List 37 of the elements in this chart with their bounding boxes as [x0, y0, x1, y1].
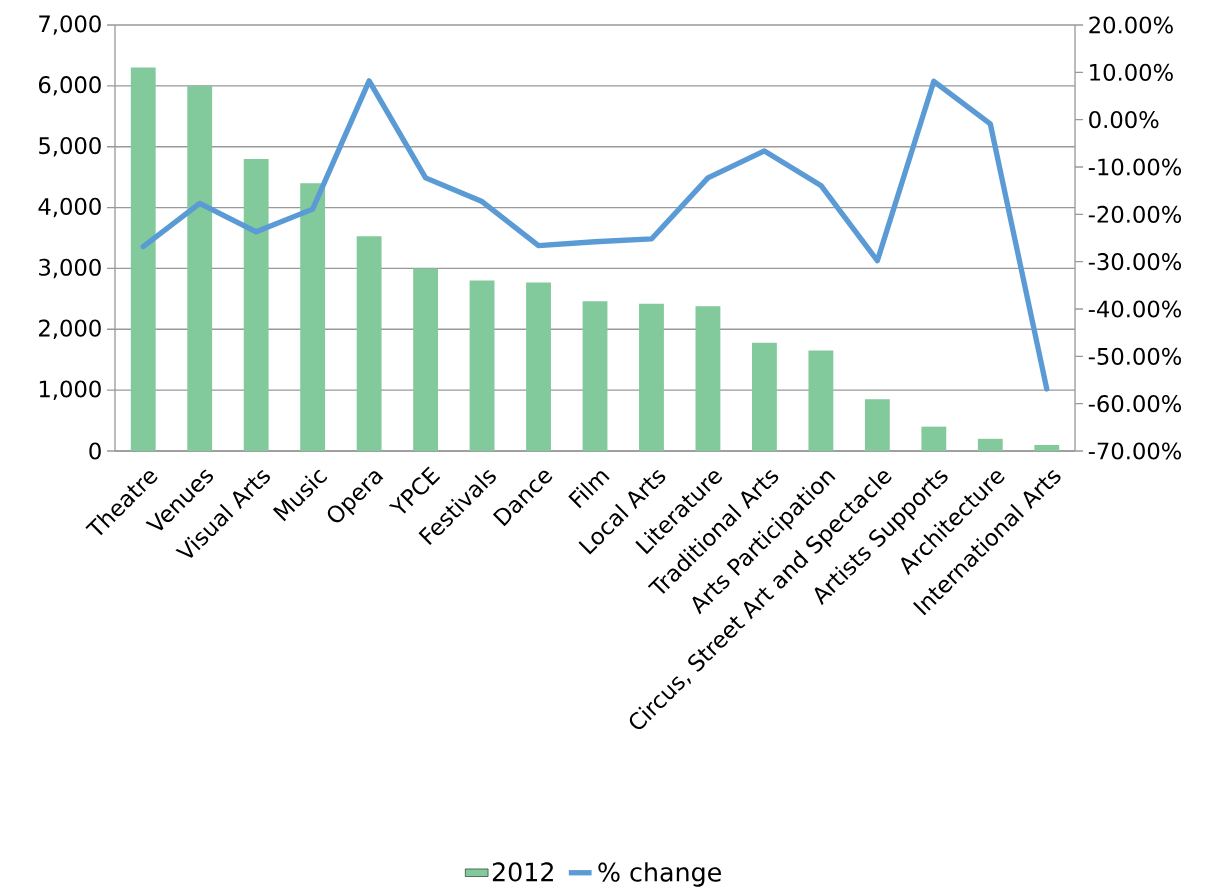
bar — [526, 282, 551, 451]
bar — [243, 158, 269, 451]
y-tick-label: 7,000 — [39, 15, 101, 35]
bar — [639, 303, 664, 451]
legend-label: % change — [598, 862, 721, 887]
legend-label: 2012 — [492, 862, 553, 882]
bar — [864, 399, 890, 451]
y-tick-label: 5,000 — [39, 136, 101, 157]
y2-tick-label: 10.00% — [1090, 63, 1173, 81]
bar — [808, 350, 834, 451]
y2-tick-label: -40.00% — [1088, 300, 1182, 318]
y2-tick-label: -30.00% — [1088, 253, 1182, 271]
y2-tick-label: 0.00% — [1089, 111, 1159, 129]
bar — [752, 342, 777, 451]
bar — [469, 280, 495, 451]
bar — [413, 268, 439, 451]
bar — [187, 85, 213, 451]
y2-tick-label: -70.00% — [1088, 442, 1182, 460]
bar — [1034, 444, 1060, 451]
y-tick-label: 3,000 — [39, 258, 101, 279]
bar — [356, 236, 382, 451]
y-tick-label: 1,000 — [39, 380, 101, 400]
y2-tick-label: -20.00% — [1088, 205, 1182, 223]
y2-tick-label: -10.00% — [1088, 158, 1182, 176]
y2-tick-label: -50.00% — [1088, 347, 1182, 365]
y-tick-label: 2,000 — [39, 319, 101, 340]
y-tick-label: 6,000 — [38, 76, 101, 96]
bar — [130, 67, 156, 451]
y-tick-label: 0 — [89, 442, 101, 460]
y2-tick-label: 20.00% — [1089, 16, 1173, 34]
bar — [695, 306, 721, 451]
bar — [582, 301, 608, 451]
bar — [977, 438, 1003, 451]
bar — [921, 426, 947, 451]
y2-tick-label: -60.00% — [1088, 395, 1182, 413]
y-tick-label: 4,000 — [38, 197, 101, 218]
bar — [300, 183, 326, 451]
